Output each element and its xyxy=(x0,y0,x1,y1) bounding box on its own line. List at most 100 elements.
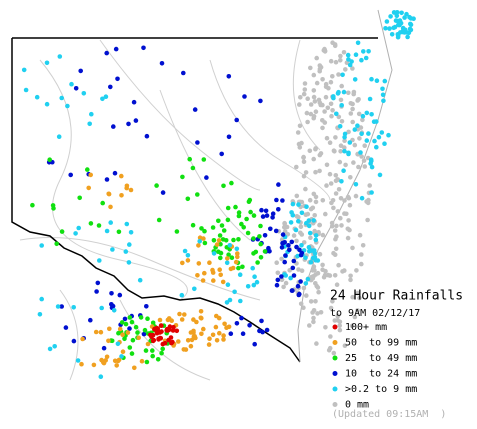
station-dot xyxy=(342,131,348,137)
station-dot xyxy=(330,40,335,45)
station-dot xyxy=(34,94,40,100)
station-dot xyxy=(361,158,367,163)
station-dot xyxy=(295,283,301,289)
station-dot xyxy=(355,98,360,103)
station-dot xyxy=(407,26,413,32)
station-dot xyxy=(154,330,160,336)
station-dot xyxy=(107,326,112,332)
station-dot xyxy=(308,260,314,265)
station-dot xyxy=(47,157,52,162)
station-dot xyxy=(59,229,65,234)
station-dot xyxy=(100,200,105,206)
station-dot xyxy=(313,199,319,205)
station-dot xyxy=(360,113,366,119)
station-dot xyxy=(39,243,44,248)
station-dot xyxy=(357,136,362,141)
station-dot xyxy=(348,277,353,283)
station-dot xyxy=(218,255,223,261)
station-dot xyxy=(119,193,124,198)
station-dot xyxy=(363,55,369,61)
station-dot xyxy=(258,98,263,104)
station-dot xyxy=(185,196,191,202)
station-dot xyxy=(334,282,340,288)
station-dot xyxy=(321,274,327,280)
station-dot xyxy=(221,228,227,233)
station-dot xyxy=(202,270,207,276)
station-dot xyxy=(296,292,302,298)
station-dot xyxy=(317,168,322,174)
station-dot xyxy=(279,274,284,279)
station-dot xyxy=(195,273,200,278)
station-dot xyxy=(218,250,224,256)
station-dot xyxy=(399,10,404,16)
station-dot xyxy=(180,174,185,180)
station-dot xyxy=(104,354,110,360)
station-dot xyxy=(197,239,202,244)
station-dot xyxy=(330,108,335,113)
station-dot xyxy=(304,220,309,226)
station-dot xyxy=(126,260,132,265)
station-dot xyxy=(282,240,288,245)
station-dot xyxy=(296,267,301,272)
station-dot xyxy=(109,338,115,344)
station-dot xyxy=(352,142,358,148)
station-dot xyxy=(311,308,317,313)
station-dot xyxy=(311,156,317,162)
station-dot xyxy=(355,290,361,296)
station-dot xyxy=(273,228,279,234)
station-dot xyxy=(330,74,335,79)
station-dot xyxy=(117,292,123,298)
station-dot xyxy=(308,235,313,240)
station-dot xyxy=(367,183,373,188)
station-dot xyxy=(245,230,251,236)
station-dot xyxy=(95,280,101,286)
station-dot xyxy=(312,228,318,234)
station-dot xyxy=(128,187,134,193)
station-dot xyxy=(298,95,303,100)
station-dot xyxy=(323,325,328,330)
station-dot xyxy=(91,362,97,368)
station-dot xyxy=(290,265,296,271)
station-dot xyxy=(342,268,347,273)
station-dot xyxy=(179,317,185,322)
station-dot xyxy=(402,15,407,20)
station-dot xyxy=(357,232,363,238)
station-dot xyxy=(291,258,297,264)
station-dot xyxy=(301,173,307,179)
station-dot xyxy=(150,320,156,326)
station-dot xyxy=(266,245,271,251)
station-dot xyxy=(320,102,325,108)
station-dot xyxy=(342,198,347,203)
station-dot xyxy=(247,197,253,203)
station-dot xyxy=(130,337,136,343)
station-dot xyxy=(336,262,341,268)
station-dot xyxy=(229,255,235,260)
station-dot xyxy=(344,211,349,217)
station-dot xyxy=(348,273,353,279)
station-dot xyxy=(337,159,343,165)
station-dot xyxy=(211,238,217,243)
station-dot xyxy=(106,191,111,197)
station-dot xyxy=(108,84,113,90)
station-dots xyxy=(21,10,416,380)
station-dot xyxy=(327,273,333,278)
station-dot xyxy=(154,183,159,188)
station-dot xyxy=(253,249,259,255)
station-dot xyxy=(98,329,104,335)
station-dot xyxy=(307,323,312,328)
station-dot xyxy=(145,341,151,347)
station-dot xyxy=(311,94,317,100)
station-dot xyxy=(356,164,361,170)
station-dot xyxy=(123,321,129,327)
station-dot xyxy=(299,140,304,146)
station-dot xyxy=(68,172,73,178)
station-dot xyxy=(251,282,257,288)
station-dot xyxy=(220,279,226,285)
station-dot xyxy=(115,76,120,82)
station-dot xyxy=(142,327,148,333)
station-dot xyxy=(299,232,305,237)
station-dot xyxy=(221,183,226,189)
station-dot xyxy=(343,162,348,168)
station-dot xyxy=(307,249,312,254)
station-dot xyxy=(323,211,328,217)
